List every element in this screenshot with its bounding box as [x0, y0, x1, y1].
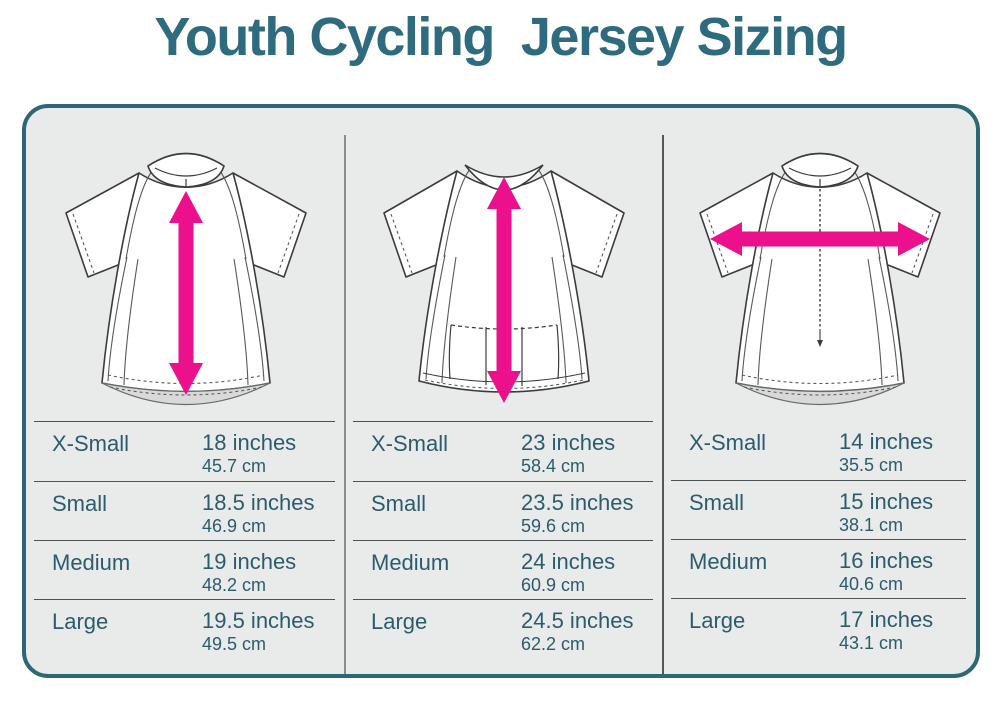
cm-value: 58.4 cm — [521, 456, 586, 476]
table-row: Small 18.5 inches 46.9 cm — [34, 481, 335, 540]
cm-value: 40.6 cm — [839, 574, 904, 594]
table-row: X-Small 23 inches 58.4 cm — [353, 422, 653, 481]
size-label: X-Small — [52, 431, 130, 456]
front-length-arrow — [168, 191, 203, 395]
cm-value: 43.1 cm — [839, 633, 904, 653]
panel-front-length: X-Small 18 inches 45.7 cm Small 18.5 inc… — [26, 108, 345, 674]
inches-value: 23.5 inches — [521, 490, 634, 515]
size-label: Small — [689, 490, 745, 515]
cm-value: 49.5 cm — [202, 634, 267, 654]
table-row: Small 23.5 inches 59.6 cm — [353, 481, 653, 540]
chest-width-size-table: X-Small 14 inches 35.5 cm Small 15 inche… — [671, 421, 966, 657]
cm-value: 48.2 cm — [202, 575, 267, 595]
size-label: X-Small — [371, 431, 449, 456]
table-row: Medium 24 inches 60.9 cm — [353, 540, 653, 599]
sizing-panel: X-Small 18 inches 45.7 cm Small 18.5 inc… — [22, 104, 980, 678]
cm-value: 38.1 cm — [839, 515, 904, 535]
zipper — [816, 189, 823, 347]
chest-width-arrow — [709, 222, 930, 256]
back-pockets — [448, 324, 560, 386]
panel-back-length: X-Small 23 inches 58.4 cm Small 23.5 inc… — [345, 108, 663, 674]
table-row: Medium 19 inches 48.2 cm — [34, 540, 335, 599]
size-label: Small — [52, 491, 108, 516]
hem-inside — [735, 382, 904, 406]
size-label: Large — [52, 609, 109, 634]
inches-value: 18.5 inches — [202, 490, 315, 515]
inches-value: 23 inches — [521, 430, 616, 455]
inches-value: 19.5 inches — [202, 608, 315, 633]
jersey-stitching — [390, 168, 618, 389]
inches-value: 14 inches — [839, 429, 934, 454]
inches-value: 24.5 inches — [521, 608, 634, 633]
back-length-arrow — [487, 177, 521, 403]
size-label: Large — [689, 608, 746, 633]
front-length-size-table: X-Small 18 inches 45.7 cm Small 18.5 inc… — [34, 421, 335, 658]
column-divider-right — [662, 135, 664, 674]
size-label: Medium — [52, 550, 131, 575]
collar — [146, 152, 225, 188]
table-row: X-Small 14 inches 35.5 cm — [671, 421, 966, 480]
jersey-back-length-illustration — [383, 164, 625, 403]
cm-value: 35.5 cm — [839, 455, 904, 475]
size-label: Large — [371, 609, 428, 634]
page-title: Youth Cycling Jersey Sizing — [154, 7, 848, 67]
panel-chest-width: X-Small 14 inches 35.5 cm Small 15 inche… — [663, 108, 976, 674]
cm-value: 45.7 cm — [202, 456, 267, 476]
inches-value: 15 inches — [839, 489, 934, 514]
inches-value: 18 inches — [202, 430, 297, 455]
jersey-chest-width-illustration — [698, 152, 941, 406]
table-row: Small 15 inches 38.1 cm — [671, 480, 966, 539]
column-divider-left — [344, 135, 346, 674]
jersey-front-length-illustration — [64, 152, 307, 406]
jersey-stitching — [71, 170, 300, 396]
table-row: Medium 16 inches 40.6 cm — [671, 539, 966, 598]
table-row: Large 17 inches 43.1 cm — [671, 598, 966, 657]
cm-value: 60.9 cm — [521, 575, 586, 595]
size-label: X-Small — [689, 430, 767, 455]
cm-value: 62.2 cm — [521, 634, 586, 654]
table-row: Large 24.5 inches 62.2 cm — [353, 599, 653, 658]
size-label: Medium — [689, 549, 768, 574]
cm-value: 46.9 cm — [202, 516, 267, 536]
size-label: Small — [371, 491, 427, 516]
jersey-stitching — [705, 170, 934, 396]
back-length-size-table: X-Small 23 inches 58.4 cm Small 23.5 inc… — [353, 421, 653, 658]
size-label: Medium — [371, 550, 450, 575]
inches-value: 24 inches — [521, 549, 616, 574]
table-row: X-Small 18 inches 45.7 cm — [34, 422, 335, 481]
inches-value: 16 inches — [839, 548, 934, 573]
cm-value: 59.6 cm — [521, 516, 586, 536]
inches-value: 19 inches — [202, 549, 297, 574]
inches-value: 17 inches — [839, 607, 934, 632]
table-row: Large 19.5 inches 49.5 cm — [34, 599, 335, 658]
collar — [780, 152, 859, 188]
